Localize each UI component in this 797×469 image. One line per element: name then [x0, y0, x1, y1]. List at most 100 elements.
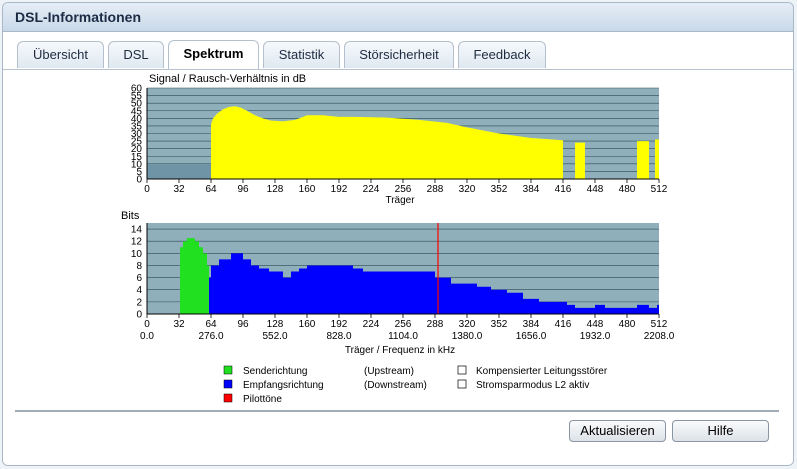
- snr-x-tick: 448: [587, 184, 604, 195]
- snr-noise-floor: [147, 164, 211, 179]
- snr-chart-title: Signal / Rausch-Verhältnis in dB: [149, 73, 306, 85]
- bits-y-tick: 8: [136, 261, 142, 272]
- snr-x-tick: 96: [237, 184, 249, 195]
- snr-x-tick: 512: [651, 184, 668, 195]
- tab-uebersicht[interactable]: Übersicht: [17, 41, 104, 68]
- tab-stoersicherheit[interactable]: Störsicherheit: [344, 41, 454, 68]
- bits-freq-tick: 0.0: [140, 331, 154, 342]
- spectrum-charts: Signal / Rausch-Verhältnis in dB 0510152…: [121, 73, 675, 405]
- legend-swatch-downstream: [223, 379, 233, 389]
- bits-x-tick: 0: [144, 319, 150, 330]
- snr-x-tick: 480: [619, 184, 636, 195]
- snr-y-tick: 25: [131, 137, 143, 148]
- snr-y-tick: 5: [136, 167, 142, 178]
- bits-x-tick: 64: [205, 319, 217, 330]
- bits-x-tick: 256: [395, 319, 412, 330]
- snr-x-tick: 160: [299, 184, 316, 195]
- bits-x-tick: 288: [427, 319, 444, 330]
- legend-swatch-pilot: [223, 393, 233, 403]
- snr-y-tick: 0: [136, 175, 142, 186]
- snr-x-tick: 288: [427, 184, 444, 195]
- snr-x-tick: 352: [491, 184, 508, 195]
- legend-label-compensated: Kompensierter Leitungsstörer: [476, 366, 608, 377]
- bits-freq-tick: 828.0: [326, 331, 351, 342]
- bits-series-0: [180, 238, 209, 314]
- tab-bar: Übersicht DSL Spektrum Statistik Störsic…: [3, 32, 793, 70]
- bits-freq-tick: 552.0: [262, 331, 287, 342]
- snr-y-tick: 15: [131, 152, 143, 163]
- legend-label-l2: Stromsparmodus L2 aktiv: [476, 380, 589, 391]
- legend-swatch-compensated: [457, 365, 467, 375]
- legend-label-upstream: Senderichtung: [243, 366, 308, 377]
- bits-freq-tick: 2208.0: [644, 331, 675, 342]
- snr-y-tick: 45: [131, 106, 143, 117]
- refresh-button[interactable]: Aktualisieren: [569, 420, 666, 442]
- legend-swatch-upstream: [223, 365, 233, 375]
- legend-dir-downstream: (Downstream): [364, 380, 427, 391]
- tab-statistik[interactable]: Statistik: [263, 41, 340, 68]
- snr-x-tick: 320: [459, 184, 476, 195]
- bits-freq-tick: 1656.0: [516, 331, 547, 342]
- bits-x-tick: 32: [173, 319, 185, 330]
- bits-chart-title: Bits: [121, 210, 140, 222]
- snr-x-tick: 0: [144, 184, 150, 195]
- snr-y-tick: 30: [131, 129, 143, 140]
- snr-y-tick: 60: [131, 84, 143, 95]
- window-title: DSL-Informationen: [15, 9, 141, 25]
- bits-x-tick: 224: [363, 319, 380, 330]
- legend: Senderichtung (Upstream) Empfangsrichtun…: [223, 365, 608, 405]
- bits-x-tick: 352: [491, 319, 508, 330]
- bits-y-tick: 2: [136, 297, 142, 308]
- bits-freq-tick: 276.0: [198, 331, 223, 342]
- bits-y-tick: 4: [136, 285, 142, 296]
- bits-y-tick: 0: [136, 310, 142, 321]
- bits-x-tick: 96: [237, 319, 249, 330]
- tab-feedback[interactable]: Feedback: [458, 41, 546, 68]
- snr-series-0: [211, 106, 563, 179]
- bits-freq-tick: 1932.0: [580, 331, 611, 342]
- bits-x-tick: 384: [523, 319, 540, 330]
- tab-spektrum[interactable]: Spektrum: [168, 40, 259, 69]
- snr-x-tick: 32: [173, 184, 185, 195]
- snr-y-tick: 55: [131, 91, 143, 102]
- bits-y-tick: 12: [131, 237, 143, 248]
- bits-x-tick: 160: [299, 319, 316, 330]
- snr-chart-xlabel: Träger: [385, 195, 415, 206]
- bits-y-tick: 6: [136, 273, 142, 284]
- separator: [15, 410, 779, 412]
- snr-x-tick: 416: [555, 184, 572, 195]
- bits-x-tick: 512: [651, 319, 668, 330]
- snr-y-tick: 10: [131, 159, 143, 170]
- snr-series-3: [655, 139, 659, 179]
- bits-x-tick: 416: [555, 319, 572, 330]
- bits-x-tick: 448: [587, 319, 604, 330]
- tab-dsl[interactable]: DSL: [108, 41, 164, 68]
- bits-x-tick: 128: [267, 319, 284, 330]
- help-button[interactable]: Hilfe: [672, 420, 769, 442]
- title-bar: DSL-Informationen: [3, 3, 793, 32]
- snr-y-tick: 35: [131, 121, 143, 132]
- snr-x-tick: 128: [267, 184, 284, 195]
- snr-y-tick: 20: [131, 144, 143, 155]
- bits-x-tick: 480: [619, 319, 636, 330]
- snr-x-tick: 192: [331, 184, 348, 195]
- bits-x-tick: 192: [331, 319, 348, 330]
- snr-x-tick: 256: [395, 184, 412, 195]
- legend-swatch-l2: [457, 379, 467, 389]
- bits-y-tick: 10: [131, 249, 143, 260]
- snr-x-tick: 64: [205, 184, 217, 195]
- legend-dir-upstream: (Upstream): [364, 366, 414, 377]
- bits-y-tick: 14: [131, 225, 143, 236]
- bits-x-tick: 320: [459, 319, 476, 330]
- snr-series-2: [637, 141, 649, 179]
- bits-freq-tick: 1380.0: [452, 331, 483, 342]
- legend-label-pilot: Pilottöne: [243, 394, 282, 405]
- spectrum-panel: Signal / Rausch-Verhältnis in dB 0 5 10 15 2…: [3, 70, 793, 465]
- bits-freq-tick: 1104.0: [388, 331, 418, 342]
- bits-chart-xlabel: Träger / Frequenz in kHz: [345, 345, 455, 356]
- snr-x-tick: 384: [523, 184, 540, 195]
- bits-series-1: [209, 253, 659, 314]
